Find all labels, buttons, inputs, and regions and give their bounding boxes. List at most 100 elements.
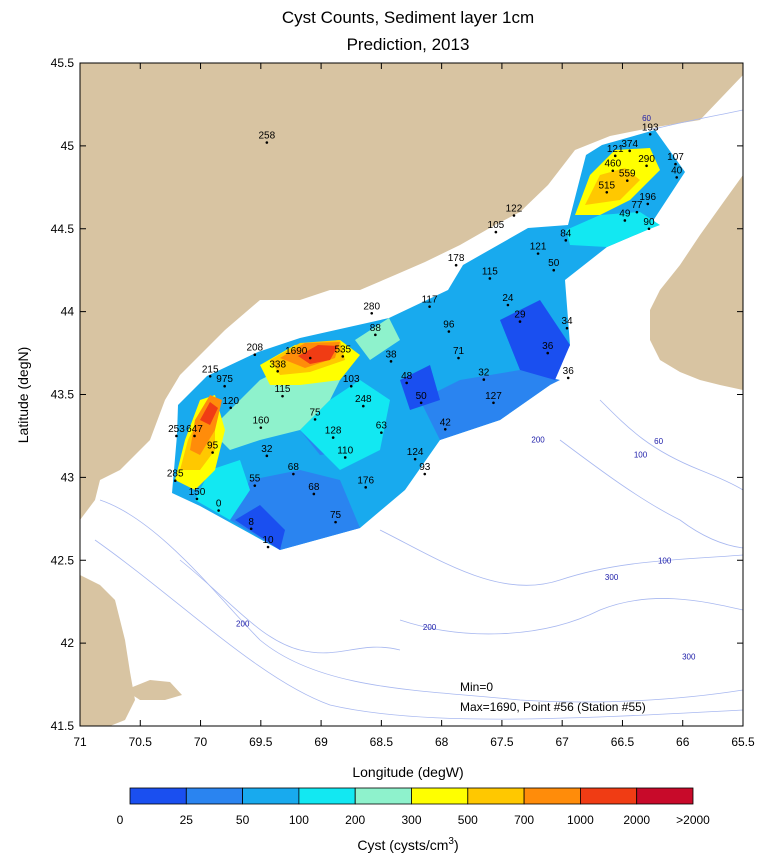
station-point xyxy=(564,239,568,242)
bathymetry-line xyxy=(179,559,401,654)
station-value-label: 460 xyxy=(604,159,621,170)
station-point xyxy=(341,355,345,358)
max-annotation: Max=1690, Point #56 (Station #55) xyxy=(460,700,646,714)
cape-cod-arm-land xyxy=(125,680,182,700)
contour-band-0-25 xyxy=(500,300,570,380)
depth-contour-label: 200 xyxy=(531,436,545,445)
station-point xyxy=(374,333,377,337)
station-value-label: 128 xyxy=(325,426,342,437)
y-tick-label: 41.5 xyxy=(51,719,75,733)
station-value-label: 975 xyxy=(216,374,233,385)
y-axis-label: Latitude (degN) xyxy=(15,347,31,444)
station-point xyxy=(635,210,639,214)
station-value-label: 24 xyxy=(502,293,514,304)
station-point xyxy=(276,369,279,373)
station-value-label: 338 xyxy=(269,359,286,370)
station-point xyxy=(361,404,365,408)
cape-cod-land xyxy=(80,575,135,726)
station-point xyxy=(265,454,269,458)
station-point xyxy=(331,436,335,439)
station-value-label: 178 xyxy=(448,253,465,264)
chart-subtitle: Prediction, 2013 xyxy=(347,35,470,54)
bathymetry-contours xyxy=(94,109,743,720)
station-point xyxy=(389,360,393,363)
station-value-label: 36 xyxy=(542,341,554,352)
station-point xyxy=(457,356,460,360)
colorbar-tick-label: 50 xyxy=(236,813,250,827)
station-point xyxy=(208,374,212,378)
y-tick-label: 43 xyxy=(61,470,75,484)
station-point xyxy=(646,202,650,206)
depth-contour-label: 300 xyxy=(682,653,696,662)
x-tick-label: 68.5 xyxy=(370,735,394,749)
station-point xyxy=(253,353,257,357)
station-point xyxy=(675,176,678,179)
colorbar-tick-label: 25 xyxy=(180,813,194,827)
station-point xyxy=(217,509,220,512)
station-value-label: 50 xyxy=(548,258,560,269)
station-value-label: 290 xyxy=(638,154,655,165)
contour-band-100-200 xyxy=(566,212,660,247)
station-value-label: 55 xyxy=(249,474,261,485)
station-value-label: 215 xyxy=(202,364,219,375)
station-value-label: 105 xyxy=(488,220,505,231)
depth-labels: 60 60 100 200 100 300 200 200 300 xyxy=(236,114,696,662)
colorbar-swatch xyxy=(580,787,638,805)
station-value-label: 559 xyxy=(619,169,636,180)
station-value-label: 68 xyxy=(308,482,320,493)
depth-contour-label: 100 xyxy=(634,450,648,459)
contour-band-200-300 xyxy=(355,318,400,360)
colorbar-swatch xyxy=(298,787,356,805)
station-point xyxy=(312,492,316,496)
colorbar-tick-label: 0 xyxy=(117,813,124,827)
station-value-label: 115 xyxy=(275,384,291,395)
station-point xyxy=(605,190,609,194)
station-value-label: 150 xyxy=(189,487,206,498)
station-point xyxy=(536,252,540,255)
x-tick-label: 69 xyxy=(314,735,328,749)
x-tick-label: 69.5 xyxy=(249,735,273,749)
station-value-label: 84 xyxy=(560,228,572,239)
station-point xyxy=(211,451,214,454)
station-point xyxy=(565,326,569,330)
depth-contour-label: 60 xyxy=(654,437,663,446)
min-annotation: Min=0 xyxy=(460,680,493,694)
station-point xyxy=(623,219,627,222)
station-point xyxy=(253,484,257,487)
station-point xyxy=(265,141,269,144)
station-point xyxy=(419,401,423,405)
y-tick-label: 42 xyxy=(61,636,75,650)
station-point xyxy=(674,162,677,166)
prediction-region xyxy=(172,130,685,550)
station-value-label: 258 xyxy=(259,131,276,142)
depth-contour-label: 200 xyxy=(236,620,250,629)
colorbar-swatch xyxy=(523,787,581,805)
station-point xyxy=(518,320,522,323)
station-value-label: 96 xyxy=(443,320,455,331)
station-value-label: 107 xyxy=(667,152,684,163)
y-tick-label: 44.5 xyxy=(51,222,75,236)
station-point xyxy=(447,330,451,333)
colorbar-tick-label: 1000 xyxy=(567,813,594,827)
x-tick-label: 68 xyxy=(435,735,449,749)
depth-contour-label: 60 xyxy=(642,114,651,123)
colorbar-swatch xyxy=(242,787,300,805)
x-tick-label: 66 xyxy=(676,735,690,749)
station-value-label: 647 xyxy=(186,424,203,435)
station-point xyxy=(566,376,570,380)
station-point xyxy=(195,497,199,501)
bathymetry-line xyxy=(379,529,743,586)
y-axis: 41.5 42 42.5 43 43.5 44 44.5 45 45.5 xyxy=(51,56,743,733)
nova-scotia-land xyxy=(650,175,743,390)
station-point xyxy=(308,356,312,360)
station-value-label: 285 xyxy=(167,469,184,480)
station-value-label: 0 xyxy=(216,499,222,510)
station-value-label: 253 xyxy=(168,424,185,435)
contour-band-100-200 xyxy=(300,380,390,470)
contour-band-1000-2000 xyxy=(200,402,218,425)
station-point xyxy=(613,154,617,158)
station-point xyxy=(249,527,253,531)
station-point xyxy=(281,394,284,398)
station-value-label: 29 xyxy=(514,310,526,321)
